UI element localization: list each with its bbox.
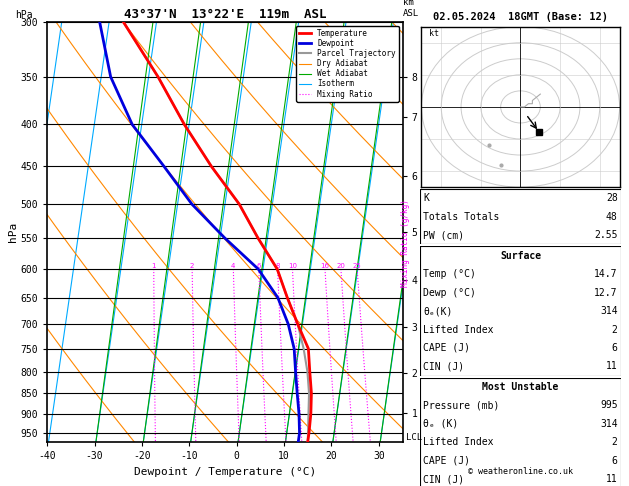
Text: 4: 4 — [231, 263, 235, 269]
Title: 43°37'N  13°22'E  119m  ASL: 43°37'N 13°22'E 119m ASL — [124, 8, 326, 21]
Text: K: K — [423, 193, 429, 203]
Text: © weatheronline.co.uk: © weatheronline.co.uk — [468, 467, 573, 476]
Text: 16: 16 — [321, 263, 330, 269]
Text: Pressure (mb): Pressure (mb) — [423, 400, 499, 410]
Text: Surface: Surface — [500, 251, 541, 260]
Text: 2: 2 — [190, 263, 194, 269]
Text: 11: 11 — [606, 362, 618, 371]
Text: 14.7: 14.7 — [594, 269, 618, 279]
Text: 314: 314 — [600, 306, 618, 316]
Text: 2: 2 — [612, 325, 618, 334]
Text: CIN (J): CIN (J) — [423, 474, 464, 484]
Text: 48: 48 — [606, 212, 618, 222]
Text: Temp (°C): Temp (°C) — [423, 269, 476, 279]
Text: 28: 28 — [606, 193, 618, 203]
Text: hPa: hPa — [15, 10, 33, 20]
Text: 6: 6 — [612, 343, 618, 353]
Text: CAPE (J): CAPE (J) — [423, 456, 470, 466]
Text: 11: 11 — [606, 474, 618, 484]
Text: 25: 25 — [353, 263, 362, 269]
Text: CIN (J): CIN (J) — [423, 362, 464, 371]
Text: θₑ(K): θₑ(K) — [423, 306, 453, 316]
Text: 995: 995 — [600, 400, 618, 410]
Text: 314: 314 — [600, 419, 618, 429]
Text: 2: 2 — [612, 437, 618, 447]
Text: 6: 6 — [612, 456, 618, 466]
X-axis label: Dewpoint / Temperature (°C): Dewpoint / Temperature (°C) — [134, 467, 316, 477]
Text: Dewp (°C): Dewp (°C) — [423, 288, 476, 297]
Text: Totals Totals: Totals Totals — [423, 212, 499, 222]
Text: Most Unstable: Most Unstable — [482, 382, 559, 392]
Text: Mixing Ratio (g/kg): Mixing Ratio (g/kg) — [401, 199, 410, 287]
Text: 02.05.2024  18GMT (Base: 12): 02.05.2024 18GMT (Base: 12) — [433, 12, 608, 22]
Text: km
ASL: km ASL — [403, 0, 419, 17]
Text: CAPE (J): CAPE (J) — [423, 343, 470, 353]
Text: 20: 20 — [337, 263, 345, 269]
Y-axis label: hPa: hPa — [8, 222, 18, 242]
Text: 2.55: 2.55 — [594, 230, 618, 240]
Text: Lifted Index: Lifted Index — [423, 325, 494, 334]
Text: 1: 1 — [152, 263, 156, 269]
Text: LCL: LCL — [406, 434, 422, 442]
Text: 8: 8 — [276, 263, 280, 269]
Text: 12.7: 12.7 — [594, 288, 618, 297]
Text: PW (cm): PW (cm) — [423, 230, 464, 240]
Text: θₑ (K): θₑ (K) — [423, 419, 459, 429]
Text: kt: kt — [430, 29, 439, 38]
Text: 10: 10 — [288, 263, 297, 269]
Text: 6: 6 — [257, 263, 261, 269]
Legend: Temperature, Dewpoint, Parcel Trajectory, Dry Adiabat, Wet Adiabat, Isotherm, Mi: Temperature, Dewpoint, Parcel Trajectory… — [296, 26, 399, 102]
Text: Lifted Index: Lifted Index — [423, 437, 494, 447]
